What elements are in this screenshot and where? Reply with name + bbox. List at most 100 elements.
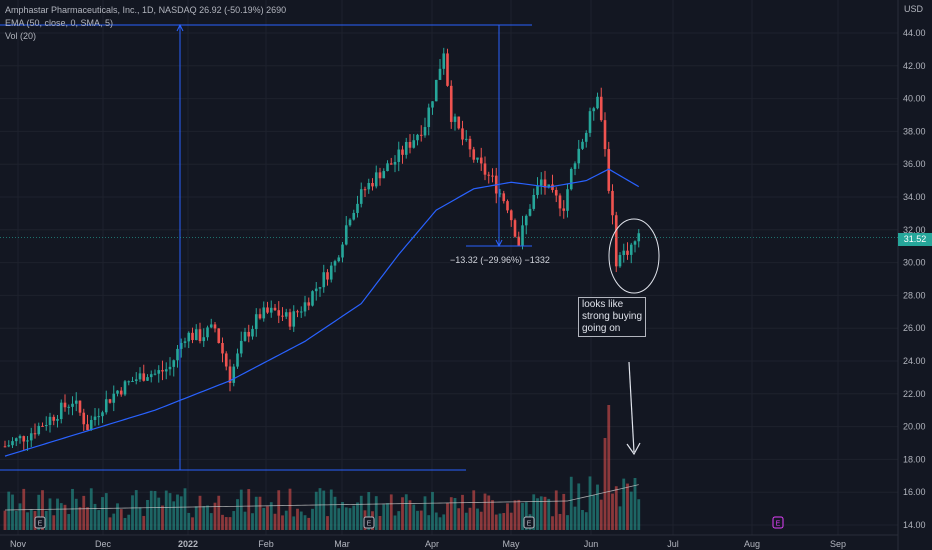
candle-body	[453, 116, 457, 122]
candle-body	[116, 390, 119, 394]
measure2-arrow	[495, 239, 503, 248]
candle-body	[374, 172, 378, 187]
ema-line	[4, 168, 640, 457]
volume-bar	[89, 488, 93, 530]
x-tick-label: Aug	[744, 539, 760, 549]
volume-bar	[416, 510, 419, 530]
volume-bar	[97, 510, 101, 530]
volume-bar	[183, 488, 187, 530]
candle-body	[296, 311, 299, 313]
volume-bar	[251, 513, 254, 530]
ema-legend[interactable]: EMA (50, close, 0, SMA, 5)	[5, 18, 114, 28]
volume-legend[interactable]: Vol (20)	[5, 31, 37, 41]
candle-body	[18, 436, 22, 439]
candle-body	[56, 419, 59, 421]
annotation-arrowhead	[626, 442, 641, 456]
candle-body	[63, 402, 67, 408]
candle-body	[22, 436, 26, 442]
y-tick-label: 16.00	[903, 487, 926, 497]
volume-bar	[29, 509, 33, 530]
volume-bar	[277, 490, 281, 530]
candle-body	[509, 210, 513, 221]
volume-bar	[453, 498, 457, 530]
candle-body	[551, 184, 554, 190]
candle-body	[438, 68, 442, 80]
y-tick-label: 14.00	[903, 520, 926, 530]
candle-body	[618, 255, 622, 267]
candle-body	[224, 353, 228, 367]
volume-bar	[341, 502, 344, 530]
volume-bar	[596, 484, 599, 530]
candle-body	[637, 233, 641, 242]
volume-bar	[569, 476, 573, 530]
x-tick-label: Nov	[10, 539, 27, 549]
volume-bar	[401, 497, 404, 530]
volume-bar	[303, 515, 307, 530]
candle-body	[427, 107, 431, 128]
candle-body	[281, 315, 284, 317]
volume-bar	[356, 502, 359, 530]
candle-body	[416, 134, 419, 141]
annotation-note[interactable]: looks like strong buying going on	[578, 297, 647, 337]
volume-bar	[161, 505, 164, 530]
measure-arrow	[176, 23, 184, 32]
candle-body	[566, 189, 569, 211]
candle-body	[599, 96, 603, 121]
volume-bar	[476, 508, 479, 530]
note-line: strong buying	[582, 311, 643, 322]
volume-bar	[483, 493, 487, 530]
candle-body	[138, 373, 142, 380]
candle-body	[41, 425, 44, 427]
candle-body	[502, 193, 506, 202]
volume-bar	[63, 504, 67, 530]
candle-body	[172, 360, 176, 367]
note-line: going on	[582, 323, 621, 334]
volume-bar	[434, 512, 438, 530]
candle-body	[491, 175, 494, 177]
candle-body	[86, 424, 89, 431]
y-tick-label: 30.00	[903, 258, 926, 268]
volume-bar	[449, 497, 453, 530]
volume-bar	[626, 483, 629, 530]
candle-body	[273, 307, 277, 311]
candle-body	[404, 141, 408, 155]
candle-body	[337, 257, 341, 262]
volume-bar	[247, 489, 251, 530]
candle-body	[532, 194, 536, 209]
volume-bar	[513, 500, 517, 530]
candle-body	[457, 116, 461, 129]
volume-bar	[101, 497, 104, 530]
volume-bar	[307, 517, 311, 530]
candle-body	[449, 85, 453, 122]
candle-body	[614, 215, 618, 267]
volume-bar	[442, 514, 446, 530]
candle-body	[596, 96, 599, 109]
volume-bar	[479, 511, 483, 530]
volume-bar	[558, 513, 562, 530]
candle-body	[423, 127, 427, 136]
candle-body	[299, 311, 303, 313]
candle-body	[479, 157, 483, 164]
volume-bar	[37, 494, 41, 530]
candle-body	[356, 203, 359, 213]
candle-body	[243, 331, 247, 341]
candle-body	[292, 311, 296, 327]
candle-body	[386, 163, 389, 172]
candle-body	[322, 272, 326, 288]
candle-body	[127, 381, 131, 383]
candle-body	[517, 236, 521, 246]
candle-body	[378, 172, 382, 179]
candle-body	[307, 302, 311, 306]
candle-body	[157, 370, 161, 374]
candle-body	[59, 402, 63, 420]
candle-body	[119, 390, 123, 395]
candle-body	[311, 291, 314, 306]
candle-body	[142, 373, 146, 381]
volume-bar	[584, 512, 588, 530]
volume-bar	[618, 506, 622, 530]
volume-bar	[221, 514, 224, 530]
volume-bar	[179, 496, 183, 530]
candle-body	[326, 272, 329, 280]
earnings-letter: E	[776, 521, 781, 528]
